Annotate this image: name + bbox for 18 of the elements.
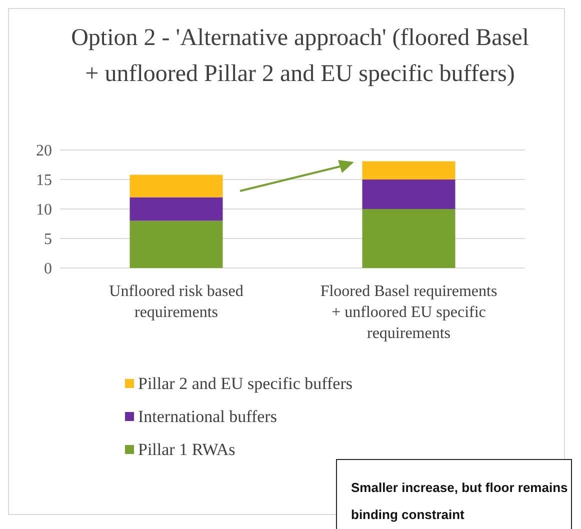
y-tick-label: 20 [36, 142, 52, 160]
x-tick-label: Floored Basel requirements + unfloored EU specific requirements [320, 283, 498, 342]
legend-label: Pillar 2 and EU specific buffers [138, 374, 352, 394]
bar [130, 174, 223, 198]
bar [130, 197, 223, 221]
bar [130, 220, 223, 268]
bar [362, 161, 456, 180]
x-tick-label: Unfloored risk based requirements [109, 283, 244, 321]
legend-label: Pillar 1 RWAs [138, 440, 236, 460]
text: Smaller increase, but floor remains binding constraint [336, 459, 572, 529]
y-tick-label: 0 [44, 260, 52, 278]
legend-label: International buffers [138, 406, 277, 426]
y-tick-label: 5 [44, 231, 52, 248]
bar [362, 180, 456, 209]
y-tick-label: 10 [36, 202, 52, 219]
y-tick-label: 15 [36, 172, 52, 190]
chart-title: Option 2 - 'Alternative approach' (floored Basel + unfloored Pillar 2 and EU specific buffers) [70, 24, 530, 89]
bar [362, 209, 456, 268]
